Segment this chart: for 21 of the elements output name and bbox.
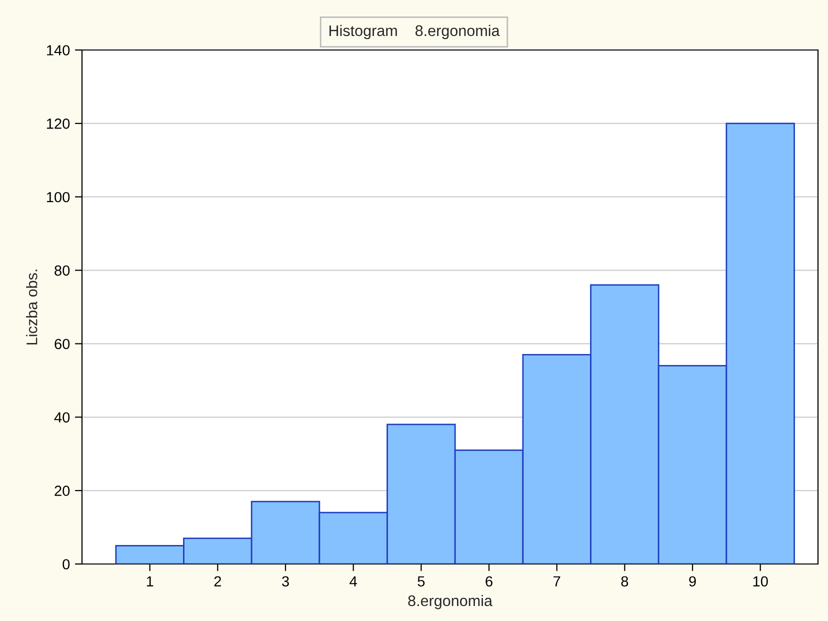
y-tick-label: 20: [54, 486, 70, 496]
y-tick-label: 0: [62, 559, 70, 570]
x-tick-label: 4: [350, 576, 357, 586]
x-tick-label: 7: [554, 576, 560, 586]
x-tick-label: 9: [689, 576, 696, 587]
y-tick-label: 140: [46, 45, 70, 56]
y-tick-label: 120: [46, 118, 70, 129]
x-axis-title: 8.ergonomia: [408, 594, 492, 610]
x-tick-label: 8: [621, 576, 628, 587]
x-tick-label: 6: [486, 576, 492, 587]
y-axis-title: Liczba obs.: [26, 270, 38, 344]
chart-title: Histogram 8.ergonomia: [329, 24, 500, 40]
y-tick-label: 40: [54, 412, 70, 423]
y-tick-label: 60: [54, 338, 70, 350]
x-tick-label: 1: [146, 576, 154, 586]
x-tick-label: 10: [753, 576, 768, 587]
x-tick-label: 2: [214, 576, 221, 586]
y-tick-label: 100: [46, 192, 70, 202]
y-tick-label: 80: [54, 265, 70, 276]
x-tick-label: 3: [282, 576, 289, 587]
x-tick-label: 5: [418, 576, 425, 587]
